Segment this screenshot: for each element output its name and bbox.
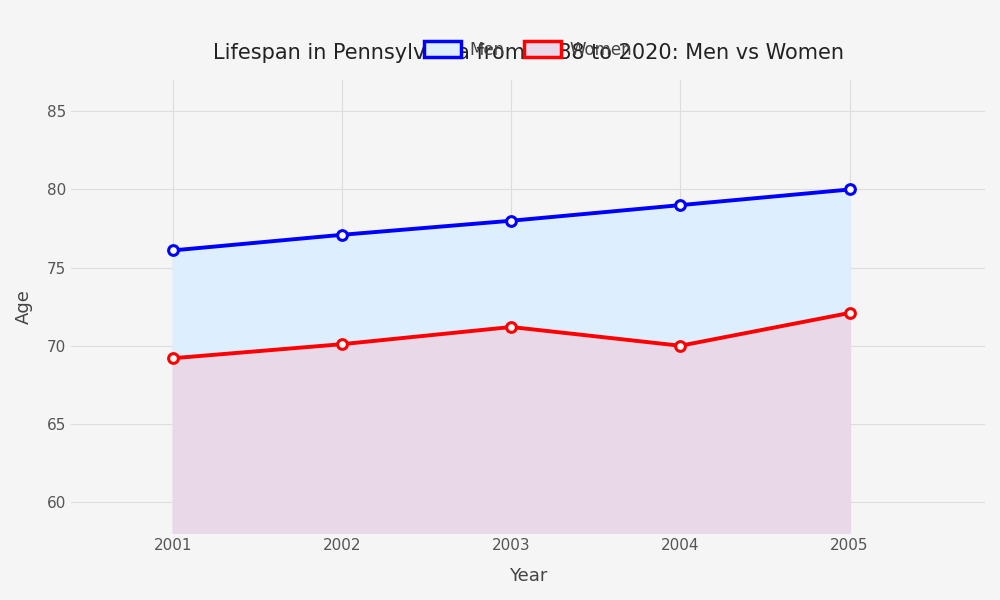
Title: Lifespan in Pennsylvania from 1988 to 2020: Men vs Women: Lifespan in Pennsylvania from 1988 to 20… (213, 43, 844, 63)
X-axis label: Year: Year (509, 567, 547, 585)
Legend: Men, Women: Men, Women (418, 34, 639, 65)
Y-axis label: Age: Age (15, 289, 33, 324)
